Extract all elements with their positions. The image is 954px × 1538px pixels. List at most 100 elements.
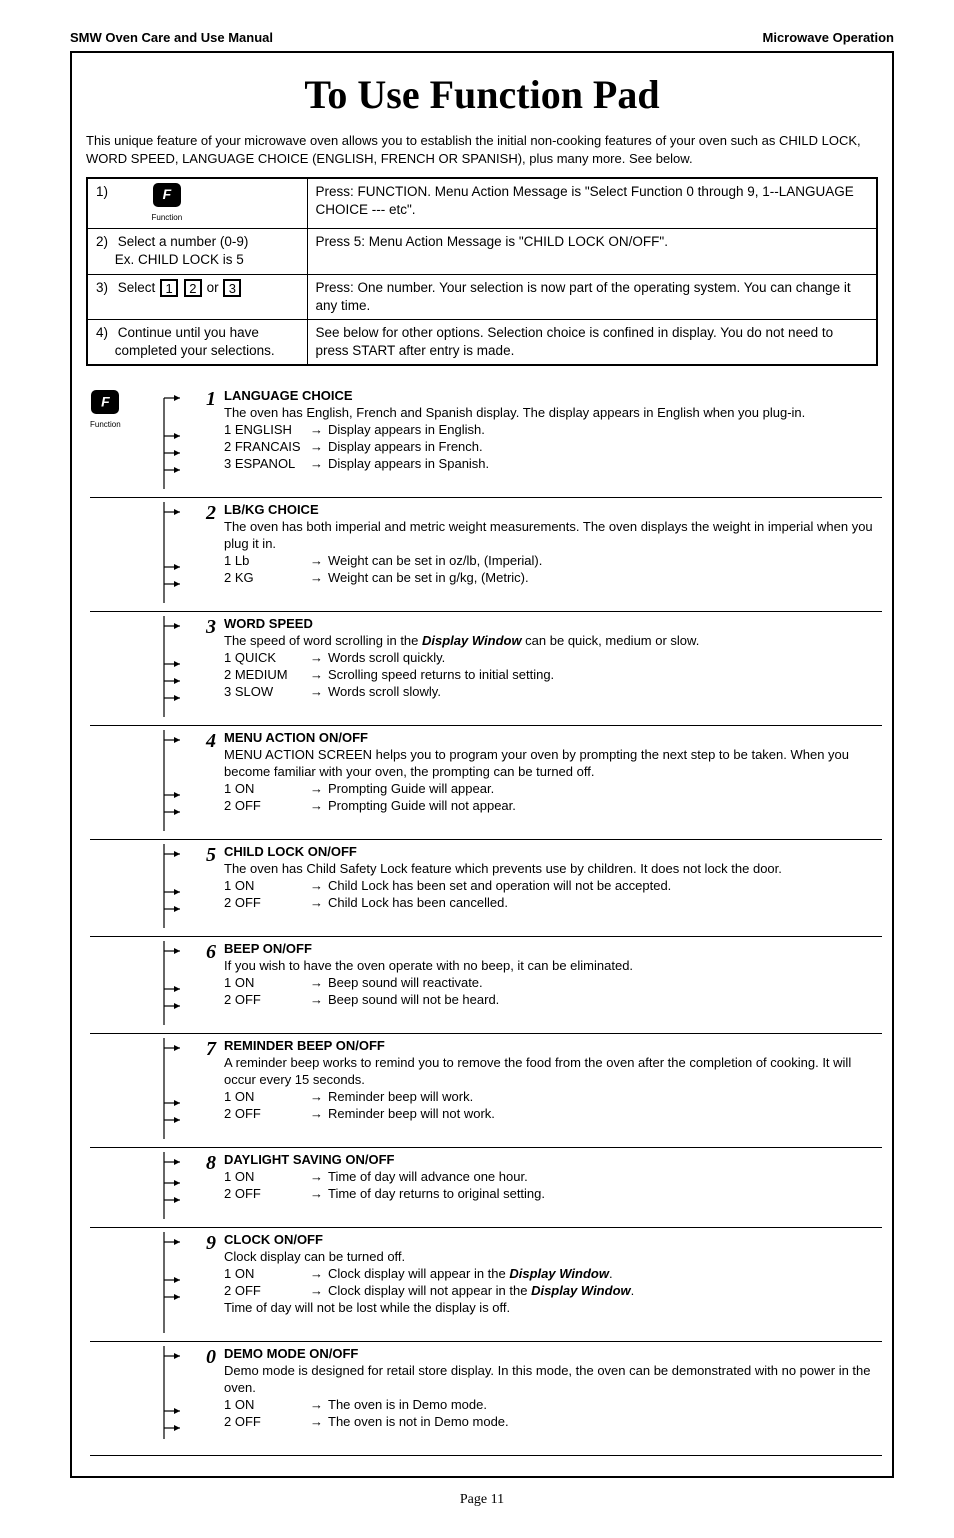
function-body: WORD SPEEDThe speed of word scrolling in… [224, 616, 882, 722]
function-desc: Demo mode is designed for retail store d… [224, 1363, 882, 1397]
option-key: 3 ESPANOL [224, 456, 310, 473]
step-instruction: Press: One number. Your selection is now… [307, 274, 877, 319]
function-option: 3 SLOW→Words scroll slowly. [224, 684, 882, 701]
option-key: 1 ENGLISH [224, 422, 310, 439]
function-row: 7REMINDER BEEP ON/OFFA reminder beep wor… [90, 1034, 882, 1148]
function-row: 3WORD SPEEDThe speed of word scrolling i… [90, 612, 882, 726]
option-value: Words scroll slowly. [328, 684, 441, 701]
select-label: Select [118, 280, 156, 295]
option-value: Child Lock has been set and operation wi… [328, 878, 671, 895]
option-value: Weight can be set in g/kg, (Metric). [328, 570, 529, 587]
function-button-icon: Function [90, 390, 121, 429]
steps-table: 1) Function Press: FUNCTION. Menu Action… [86, 177, 878, 366]
function-option: 1 ON→Clock display will appear in the Di… [224, 1266, 882, 1283]
function-icon-col [90, 1152, 138, 1224]
option-key: 1 ON [224, 878, 310, 895]
step-row: 4) Continue until you have completed you… [87, 319, 877, 365]
function-number: 1 [196, 388, 224, 494]
option-value: Prompting Guide will not appear. [328, 798, 516, 815]
tree-connector [138, 1152, 196, 1224]
function-row: 6BEEP ON/OFFIf you wish to have the oven… [90, 937, 882, 1034]
function-number: 9 [196, 1232, 224, 1338]
function-option: 1 ON→The oven is in Demo mode. [224, 1397, 882, 1414]
function-option: 2 FRANCAIS→Display appears in French. [224, 439, 882, 456]
arrow-icon: → [310, 1169, 328, 1186]
option-value: Beep sound will reactivate. [328, 975, 483, 992]
number-key-icon: 2 [184, 279, 202, 297]
function-body: DAYLIGHT SAVING ON/OFF1 ON→Time of day w… [224, 1152, 882, 1224]
arrow-icon: → [310, 1186, 328, 1203]
option-value: Display appears in English. [328, 422, 485, 439]
option-value: Time of day returns to original setting. [328, 1186, 545, 1203]
option-key: 2 OFF [224, 1106, 310, 1123]
arrow-icon: → [310, 1414, 328, 1431]
function-desc: A reminder beep works to remind you to r… [224, 1055, 882, 1089]
option-value: Child Lock has been cancelled. [328, 895, 508, 912]
step-number: 2) [96, 233, 114, 251]
function-number: 6 [196, 941, 224, 1030]
function-option: 1 ON→Time of day will advance one hour. [224, 1169, 882, 1186]
function-button-icon: Function [152, 183, 183, 224]
option-value: Clock display will not appear in the Dis… [328, 1283, 634, 1300]
header-left: SMW Oven Care and Use Manual [70, 30, 273, 45]
tree-connector [138, 1346, 196, 1452]
function-row: 9CLOCK ON/OFFClock display can be turned… [90, 1228, 882, 1342]
option-key: 1 ON [224, 975, 310, 992]
function-title: BEEP ON/OFF [224, 941, 882, 958]
option-key: 2 OFF [224, 1186, 310, 1203]
tree-connector [138, 502, 196, 608]
step-left-text: Ex. CHILD LOCK is 5 [115, 252, 244, 267]
step-left-text: completed your selections. [115, 343, 275, 358]
function-title: WORD SPEED [224, 616, 882, 633]
option-value: Display appears in French. [328, 439, 483, 456]
option-key: 1 ON [224, 781, 310, 798]
function-icon-col [90, 1232, 138, 1338]
arrow-icon: → [310, 684, 328, 701]
intro-text: This unique feature of your microwave ov… [86, 132, 878, 167]
tree-connector [138, 388, 196, 494]
function-body: REMINDER BEEP ON/OFFA reminder beep work… [224, 1038, 882, 1144]
tree-connector [138, 730, 196, 836]
option-value: Prompting Guide will appear. [328, 781, 494, 798]
number-key-icon: 3 [223, 279, 241, 297]
step-row: 1) Function Press: FUNCTION. Menu Action… [87, 178, 877, 229]
option-key: 1 ON [224, 1266, 310, 1283]
function-desc: If you wish to have the oven operate wit… [224, 958, 882, 975]
function-row: 4MENU ACTION ON/OFFMENU ACTION SCREEN he… [90, 726, 882, 840]
option-key: 1 ON [224, 1089, 310, 1106]
option-value: Scrolling speed returns to initial setti… [328, 667, 554, 684]
function-option: 2 OFF→Beep sound will not be heard. [224, 992, 882, 1009]
option-key: 2 KG [224, 570, 310, 587]
function-icon-col [90, 730, 138, 836]
function-number: 8 [196, 1152, 224, 1224]
function-icon-col [90, 844, 138, 933]
arrow-icon: → [310, 1397, 328, 1414]
number-key-icon: 1 [160, 279, 178, 297]
function-icon-col [90, 1346, 138, 1452]
function-option: 1 ON→Reminder beep will work. [224, 1089, 882, 1106]
arrow-icon: → [310, 553, 328, 570]
option-value: Clock display will appear in the Display… [328, 1266, 613, 1283]
option-value: Beep sound will not be heard. [328, 992, 499, 1009]
function-body: DEMO MODE ON/OFFDemo mode is designed fo… [224, 1346, 882, 1452]
option-key: 1 ON [224, 1397, 310, 1414]
option-key: 1 ON [224, 1169, 310, 1186]
step-number: 3) [96, 279, 114, 297]
function-icon-col [90, 1038, 138, 1144]
tree-connector [138, 1038, 196, 1144]
function-icon-col [90, 941, 138, 1030]
arrow-icon: → [310, 650, 328, 667]
arrow-icon: → [310, 975, 328, 992]
function-title: DEMO MODE ON/OFF [224, 1346, 882, 1363]
function-title: CHILD LOCK ON/OFF [224, 844, 882, 861]
function-option: 1 ON→Beep sound will reactivate. [224, 975, 882, 992]
header-right: Microwave Operation [763, 30, 894, 45]
option-value: The oven is not in Demo mode. [328, 1414, 509, 1431]
function-body: CHILD LOCK ON/OFFThe oven has Child Safe… [224, 844, 882, 933]
tree-connector [138, 616, 196, 722]
option-value: Display appears in Spanish. [328, 456, 489, 473]
function-option: 2 OFF→Clock display will not appear in t… [224, 1283, 882, 1300]
option-key: 2 OFF [224, 895, 310, 912]
option-key: 1 QUICK [224, 650, 310, 667]
option-value: Time of day will advance one hour. [328, 1169, 528, 1186]
